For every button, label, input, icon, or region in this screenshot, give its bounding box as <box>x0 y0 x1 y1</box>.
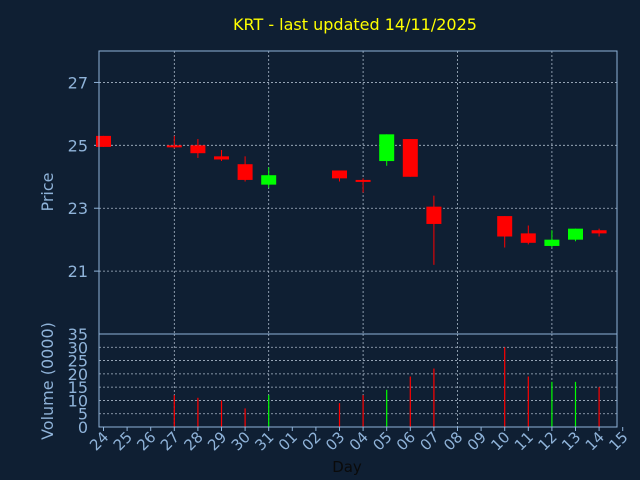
candle-body <box>332 170 347 179</box>
candle-03 <box>332 170 347 182</box>
candle-11 <box>520 225 536 245</box>
candle-body <box>166 145 182 148</box>
price-axis-label: Price <box>38 172 57 211</box>
candle-04 <box>355 178 371 193</box>
candle-13 <box>568 228 583 242</box>
candle-body <box>426 206 442 224</box>
candle-body <box>355 179 371 182</box>
volume-tick-label: 5 <box>78 405 88 424</box>
price-tick-label: 25 <box>68 136 88 155</box>
volume-tick-label: 35 <box>68 325 88 344</box>
candle-07 <box>426 195 442 265</box>
candle-27 <box>166 135 182 149</box>
candle-body <box>96 135 111 147</box>
candlesticks <box>96 134 607 265</box>
volume-tick-label: 20 <box>68 365 88 384</box>
candle-body <box>591 230 607 234</box>
candle-05 <box>379 134 395 166</box>
candle-body <box>544 239 560 246</box>
volume-axis-label: Volume (0000) <box>38 322 57 440</box>
price-tick-label: 21 <box>68 262 88 281</box>
candle-body <box>261 175 277 185</box>
candle-body <box>379 134 395 162</box>
price-tick-label: 27 <box>68 73 88 92</box>
x-axis-label: Day <box>332 458 362 476</box>
candle-30 <box>237 156 253 182</box>
candle-28 <box>190 139 206 158</box>
candle-06 <box>402 139 418 177</box>
volume-panel-frame <box>98 333 618 428</box>
volume-tick-label: 25 <box>68 352 88 371</box>
candle-body <box>237 164 253 180</box>
volume-tick-label: 15 <box>68 378 88 397</box>
candle-12 <box>544 230 560 248</box>
candle-10 <box>497 216 513 248</box>
candle-body <box>568 228 583 240</box>
candle-24 <box>96 135 111 147</box>
volume-tick-label: 30 <box>68 338 88 357</box>
price-tick-label: 23 <box>68 199 88 218</box>
x-tick-labels: 2425262728293031010203040506070809101112… <box>86 427 632 454</box>
candle-body <box>520 233 536 243</box>
price-y-tick-labels: 21 23 25 27 <box>68 73 88 281</box>
volume-tick-label: 10 <box>68 391 88 410</box>
price-panel: 21 23 25 27 Price <box>38 50 618 335</box>
volume-bars <box>173 347 600 427</box>
volume-tick-label: 0 <box>78 418 88 437</box>
chart-title: KRT - last updated 14/11/2025 <box>233 15 477 34</box>
candle-body <box>497 216 513 237</box>
candle-body <box>214 156 229 160</box>
candle-31 <box>261 167 277 188</box>
candle-14 <box>591 228 607 237</box>
candle-body <box>190 145 206 154</box>
candle-29 <box>214 150 229 162</box>
candle-body <box>402 139 418 177</box>
